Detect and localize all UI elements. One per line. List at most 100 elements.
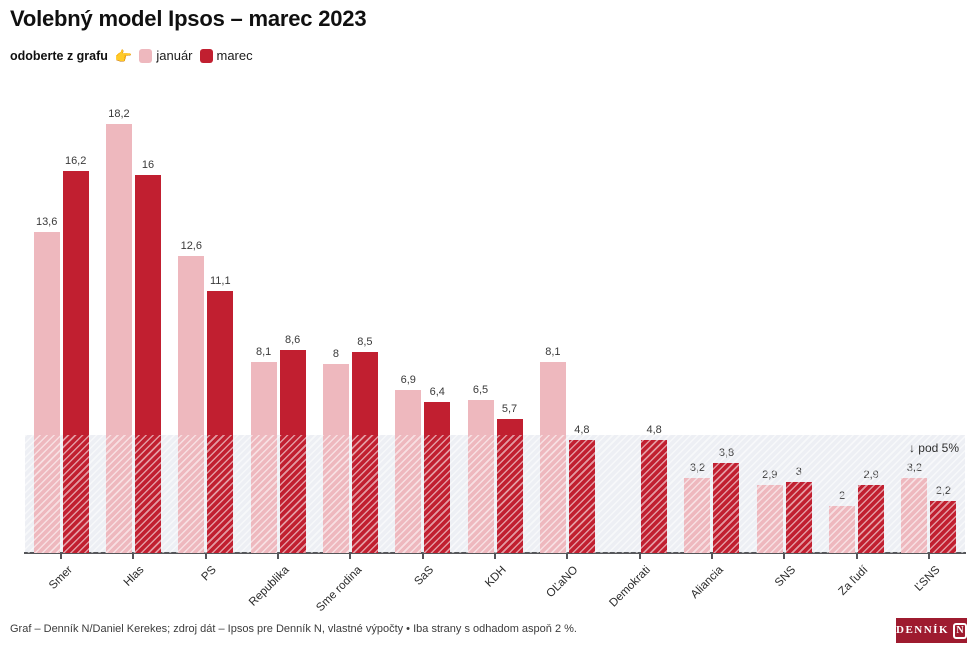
bar-value-label: 8,1 bbox=[545, 345, 561, 358]
bar-januar: 3,2 bbox=[684, 462, 711, 553]
legend-item-marec: marec bbox=[199, 48, 253, 63]
bar-group: 4,8 bbox=[604, 123, 676, 553]
x-axis-label: SNS bbox=[772, 564, 798, 590]
bar-januar: 6,9 bbox=[395, 374, 422, 553]
axis-tick bbox=[927, 554, 930, 559]
bar-value-label: 3,2 bbox=[689, 461, 706, 474]
bar-januar: 8,1 bbox=[539, 346, 566, 553]
bar-januar: 13,6 bbox=[33, 216, 60, 553]
legend-label-marec: marec bbox=[216, 48, 253, 63]
bar-value-label: 6,9 bbox=[400, 374, 416, 387]
bar-januar: 2,9 bbox=[756, 469, 783, 553]
axis-tick bbox=[421, 554, 424, 559]
bar-marec: 8,5 bbox=[351, 336, 378, 553]
x-axis-group: SNS bbox=[748, 554, 820, 629]
x-axis-group: Sme rodina bbox=[314, 554, 386, 629]
x-axis-group: Hlas bbox=[97, 554, 169, 629]
axis-tick bbox=[277, 554, 280, 559]
bar-marec: 16,2 bbox=[62, 155, 89, 553]
axis-tick bbox=[60, 554, 63, 559]
axis-tick bbox=[566, 554, 569, 559]
x-axis-group: OĽaNO bbox=[531, 554, 603, 629]
x-axis-group: Za ľudí bbox=[820, 554, 892, 629]
januar-swatch-icon bbox=[139, 48, 153, 63]
x-axis-label: PS bbox=[199, 564, 220, 584]
axis-tick bbox=[204, 554, 207, 559]
bar-group: 12,6 11,1 bbox=[170, 123, 242, 553]
bar-value-label: 8,6 bbox=[284, 334, 301, 346]
x-axis-label: Za ľudí bbox=[836, 564, 871, 598]
bar-group: 8,1 8,6 bbox=[242, 123, 314, 553]
axis-tick bbox=[638, 554, 641, 559]
bar-januar: 3,2 bbox=[901, 462, 928, 553]
chart-area: 13,6 16,2 18,2 16 12,6 11,1 8,1 8,6 8 8,5 6,9 6,4 6,… bbox=[25, 108, 965, 553]
x-axis-label: KDH bbox=[482, 564, 509, 590]
logo-n-icon: N bbox=[953, 622, 967, 639]
bar-value-label: 6,5 bbox=[472, 383, 489, 396]
axis-tick bbox=[710, 554, 713, 559]
bar-value-label: 2 bbox=[839, 489, 846, 502]
axis-tick bbox=[783, 554, 786, 559]
axis-tick bbox=[494, 554, 497, 559]
bar-januar: 8 bbox=[322, 348, 349, 553]
marec-swatch-icon bbox=[199, 48, 213, 63]
legend-item-januar: január bbox=[139, 48, 193, 63]
axis-tick bbox=[855, 554, 858, 559]
bar-value-label: 13,6 bbox=[35, 216, 58, 228]
x-axis-label: Hlas bbox=[122, 564, 147, 589]
bar-marec: 4,8 bbox=[568, 424, 595, 553]
bar-group: 2 2,9 bbox=[820, 123, 892, 553]
bar-marec: 3 bbox=[785, 466, 812, 553]
bar-januar: 18,2 bbox=[105, 108, 132, 553]
x-axis-group: Aliancia bbox=[676, 554, 748, 629]
x-axis-labels: Smer Hlas PS Republika Sme rodina SaS KDH OĽaNO… bbox=[25, 554, 965, 629]
legend-label-januar: január bbox=[156, 48, 193, 63]
x-axis-group: Smer bbox=[25, 554, 97, 629]
bar-marec: 5,7 bbox=[496, 403, 523, 553]
x-axis-label: Sme rodina bbox=[313, 564, 364, 615]
x-axis-group: KDH bbox=[459, 554, 531, 629]
bar-value-label: 2,9 bbox=[863, 468, 879, 481]
bar-marec: 11,1 bbox=[207, 275, 234, 553]
bar-value-label: 12,6 bbox=[180, 239, 202, 252]
footer-credit: Graf – Denník N/Daniel Kerekes; zdroj dá… bbox=[10, 623, 577, 635]
bar-groups: 13,6 16,2 18,2 16 12,6 11,1 8,1 8,6 8 8,5 6,9 6,4 6,… bbox=[25, 108, 965, 553]
bar-group: 8,1 4,8 bbox=[531, 123, 603, 553]
axis-tick bbox=[349, 554, 352, 559]
bar-group: 6,5 5,7 bbox=[459, 123, 531, 553]
bar-value-label: 8,5 bbox=[357, 336, 373, 349]
bar-value-label: 2,9 bbox=[762, 468, 778, 481]
bar-value-label: 2,2 bbox=[935, 485, 952, 498]
bar-group: 8 8,5 bbox=[314, 123, 386, 553]
x-axis-label: OĽaNO bbox=[544, 564, 581, 601]
bar-value-label: 16 bbox=[141, 159, 155, 172]
bar-marec: 6,4 bbox=[424, 386, 451, 553]
bar-januar: 6,5 bbox=[467, 384, 494, 553]
bar-group: 6,9 6,4 bbox=[387, 123, 459, 553]
bar-group: 3,2 3,8 bbox=[676, 123, 748, 553]
x-axis-label: SaS bbox=[412, 564, 437, 588]
x-axis-line bbox=[24, 552, 966, 554]
x-axis-label: Smer bbox=[46, 564, 75, 592]
x-axis-group: Demokrati bbox=[604, 554, 676, 629]
bar-marec: 8,6 bbox=[279, 334, 306, 553]
bar-marec: 16 bbox=[134, 159, 161, 553]
legend: odoberte z grafu 👉 január marec bbox=[10, 48, 253, 63]
x-axis-label: Aliancia bbox=[688, 564, 726, 601]
dennikn-logo: DENNÍK N bbox=[896, 618, 967, 643]
x-axis-group: PS bbox=[170, 554, 242, 629]
bar-value-label: 18,2 bbox=[108, 107, 130, 120]
bar-value-label: 4,8 bbox=[574, 423, 590, 436]
bar-group: 13,6 16,2 bbox=[25, 123, 97, 553]
bar-marec: 4,8 bbox=[641, 424, 668, 553]
chart-title: Volebný model Ipsos – marec 2023 bbox=[10, 6, 367, 31]
bar-value-label: 16,2 bbox=[64, 154, 87, 167]
bar-group: 18,2 16 bbox=[97, 108, 169, 553]
x-axis-label: Demokrati bbox=[607, 564, 654, 610]
bar-januar: 2 bbox=[829, 490, 856, 553]
bar-value-label: 3 bbox=[795, 466, 802, 479]
bar-value-label: 8 bbox=[332, 348, 339, 361]
x-axis-group: Republika bbox=[242, 554, 314, 629]
bar-marec: 2,2 bbox=[930, 485, 957, 553]
threshold-label: ↓ pod 5% bbox=[908, 441, 959, 455]
